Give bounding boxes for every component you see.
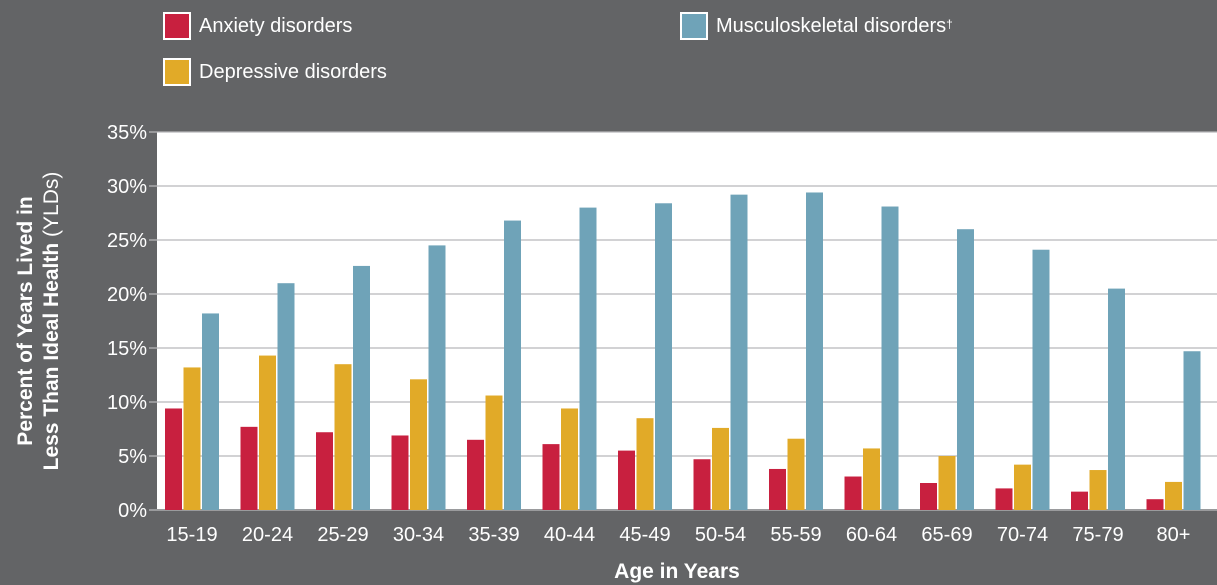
bar-musculoskeletal bbox=[1183, 351, 1201, 510]
y-tick-label: 5% bbox=[118, 446, 147, 468]
bar-anxiety bbox=[618, 450, 635, 510]
bar-depressive bbox=[561, 408, 578, 510]
y-axis-title-line2-bold: Less Than Ideal Health bbox=[40, 243, 63, 471]
bar-musculoskeletal bbox=[277, 283, 295, 510]
x-tick-label: 40-44 bbox=[544, 524, 595, 546]
bar-musculoskeletal bbox=[730, 194, 748, 510]
bar-musculoskeletal bbox=[353, 265, 370, 510]
y-axis-title-line2: Less Than Ideal Health (YLDs) bbox=[40, 172, 63, 471]
bar-anxiety bbox=[240, 426, 258, 510]
bar-depressive bbox=[863, 448, 880, 510]
legend-label-depressive: Depressive disorders bbox=[199, 60, 387, 83]
x-tick-label: 70-74 bbox=[997, 524, 1048, 546]
legend-swatch-depressive bbox=[163, 58, 191, 86]
bar-anxiety bbox=[920, 483, 937, 510]
bar-musculoskeletal bbox=[1032, 249, 1050, 510]
bar-anxiety bbox=[467, 439, 484, 510]
bar-depressive bbox=[938, 456, 956, 510]
bar-anxiety bbox=[1146, 499, 1164, 510]
y-tick-label: 35% bbox=[107, 122, 147, 144]
x-tick-label: 45-49 bbox=[619, 524, 670, 546]
x-tick-label: 80+ bbox=[1157, 524, 1191, 546]
bar-anxiety bbox=[693, 459, 711, 510]
legend-swatch-anxiety bbox=[163, 12, 191, 40]
legend-dagger-mark: † bbox=[946, 17, 953, 31]
bar-anxiety bbox=[316, 432, 333, 510]
bar-depressive bbox=[712, 427, 729, 510]
y-axis-title-line1: Percent of Years Lived in bbox=[14, 196, 37, 445]
bar-anxiety bbox=[165, 408, 182, 510]
y-tick-label: 25% bbox=[107, 230, 147, 252]
bar-anxiety bbox=[844, 476, 862, 510]
bar-musculoskeletal bbox=[881, 206, 899, 510]
bar-anxiety bbox=[769, 468, 786, 510]
bar-depressive bbox=[787, 438, 805, 510]
x-tick-label: 65-69 bbox=[921, 524, 972, 546]
y-tick-label: 20% bbox=[107, 284, 147, 306]
bar-anxiety bbox=[995, 488, 1013, 510]
x-tick-label: 35-39 bbox=[468, 524, 519, 546]
bar-musculoskeletal bbox=[806, 192, 823, 511]
bar-musculoskeletal bbox=[579, 207, 597, 510]
bar-musculoskeletal bbox=[504, 220, 521, 510]
y-tick-label: 10% bbox=[107, 392, 147, 414]
bar-depressive bbox=[183, 367, 201, 510]
x-tick-label: 75-79 bbox=[1072, 524, 1123, 546]
x-axis-title: Age in Years bbox=[614, 560, 740, 583]
legend-depressive: Depressive disorders bbox=[163, 58, 387, 86]
bar-depressive bbox=[636, 418, 654, 510]
legend-swatch-musculoskeletal bbox=[680, 12, 708, 40]
bar-musculoskeletal bbox=[957, 229, 974, 510]
bar-depressive bbox=[410, 379, 427, 510]
bar-depressive bbox=[1014, 464, 1031, 510]
legend-musculoskeletal: Musculoskeletal disorders † bbox=[680, 12, 953, 40]
bars bbox=[165, 192, 1201, 511]
x-axis-ticks: 15-19 20-24 25-29 30-34 35-39 40-44 45-49 50-54… bbox=[166, 524, 1190, 546]
bar-musculoskeletal bbox=[428, 245, 446, 510]
x-tick-label: 15-19 bbox=[166, 524, 217, 546]
bar-depressive bbox=[485, 395, 503, 510]
y-axis-title: Percent of Years Lived in Less Than Idea… bbox=[14, 172, 63, 471]
bar-anxiety bbox=[391, 435, 409, 510]
legend-label-anxiety: Anxiety disorders bbox=[199, 14, 353, 37]
bar-depressive bbox=[259, 355, 276, 510]
bar-musculoskeletal bbox=[655, 203, 672, 510]
x-tick-label: 55-59 bbox=[770, 524, 821, 546]
bar-depressive bbox=[1165, 481, 1182, 510]
bar-depressive bbox=[1089, 470, 1107, 510]
y-tick-label: 30% bbox=[107, 176, 147, 198]
x-tick-label: 20-24 bbox=[242, 524, 293, 546]
bar-musculoskeletal bbox=[202, 313, 219, 510]
x-tick-label: 30-34 bbox=[393, 524, 444, 546]
y-tick-label: 15% bbox=[107, 338, 147, 360]
legend-anxiety: Anxiety disorders bbox=[163, 12, 352, 40]
bar-depressive bbox=[334, 364, 352, 510]
bar-anxiety bbox=[542, 444, 560, 510]
x-tick-label: 25-29 bbox=[317, 524, 368, 546]
y-axis-ticks: 0% 5% 10% 15% 20% 25% 30% 35% bbox=[107, 122, 147, 522]
x-tick-label: 50-54 bbox=[695, 524, 746, 546]
y-tick-label: 0% bbox=[118, 500, 147, 522]
legend-label-musculoskeletal: Musculoskeletal disorders bbox=[716, 14, 947, 37]
bar-anxiety bbox=[1071, 491, 1088, 510]
bar-musculoskeletal bbox=[1108, 288, 1125, 510]
y-axis-title-line2-unit: (YLDs) bbox=[40, 172, 63, 243]
x-tick-label: 60-64 bbox=[846, 524, 897, 546]
